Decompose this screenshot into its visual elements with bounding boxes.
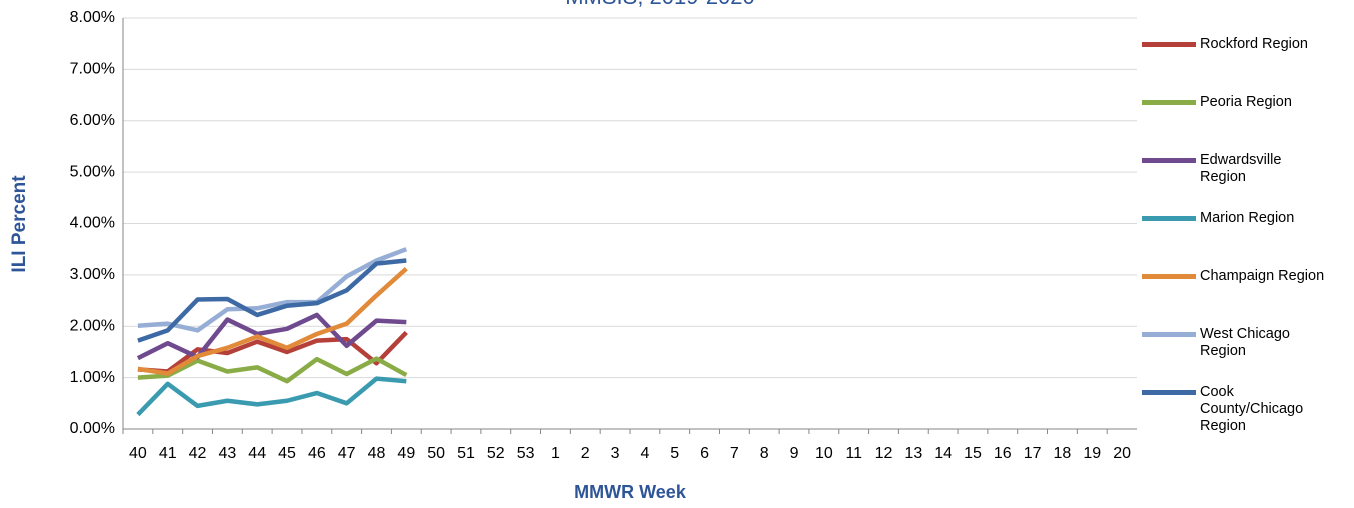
legend-swatch [1142,158,1196,163]
x-tick-label: 50 [427,445,445,462]
series-line [137,356,408,384]
legend-swatch [1142,42,1196,47]
x-tick-label: 52 [487,445,505,462]
x-tick-label: 14 [934,445,952,462]
x-tick-label: 46 [308,445,326,462]
series-line [137,247,408,333]
x-tick-label: 19 [1083,445,1101,462]
x-tick-label: 5 [670,445,679,462]
x-tick-label: 51 [457,445,475,462]
legend-swatch [1142,274,1196,279]
x-tick-label: 4 [640,445,649,462]
y-tick-label: 4.00% [70,215,115,232]
x-tick-label: 48 [368,445,386,462]
x-tick-label: 47 [338,445,356,462]
legend-label: West Chicago Region [1200,326,1290,359]
legend-label: Edwardsville Region [1200,152,1282,185]
x-tick-label: 16 [994,445,1012,462]
legend-label: Champaign Region [1200,268,1325,284]
x-tick-label: 49 [397,445,415,462]
x-tick-label: 41 [159,445,177,462]
chart-title: MMSIS, 2019-2020 [565,0,755,9]
x-tick-label: 17 [1024,445,1042,462]
series-line [136,376,407,417]
x-tick-label: 2 [581,445,590,462]
x-tick-label: 12 [875,445,893,462]
x-tick-label: 6 [700,445,709,462]
series-line [137,258,407,343]
x-tick-label: 15 [964,445,982,462]
y-tick-label: 2.00% [70,317,115,334]
series-line [137,330,408,374]
y-axis-title: ILI Percent [9,175,30,273]
x-tick-label: 20 [1113,445,1131,462]
legend-label: Peoria Region [1200,94,1292,110]
y-tick-label: 1.00% [70,369,115,386]
x-tick-label: 11 [845,445,862,462]
x-tick-label: 43 [218,445,236,462]
series-line [137,267,408,376]
series-line [136,312,407,361]
legend-swatch [1142,332,1196,337]
legend-label: Marion Region [1200,210,1295,226]
x-tick-label: 45 [278,445,296,462]
y-tick-label: 5.00% [70,163,115,180]
x-tick-label: 13 [904,445,922,462]
y-tick-label: 6.00% [70,112,115,129]
x-tick-label: 44 [248,445,266,462]
x-tick-label: 9 [790,445,799,462]
legend-label: Cook County/Chicago Region [1200,384,1304,434]
y-tick-label: 7.00% [70,61,115,78]
legend-swatch [1142,100,1196,105]
legend-swatch [1142,390,1196,395]
y-tick-label: 0.00% [70,420,115,437]
legend-label: Rockford Region [1200,36,1308,52]
y-tick-label: 3.00% [70,266,115,283]
x-tick-label: 18 [1054,445,1072,462]
x-tick-label: 53 [517,445,535,462]
x-tick-label: 7 [730,445,739,462]
x-axis-title: MMWR Week [574,482,687,502]
legend-swatch [1142,216,1196,221]
x-tick-label: 40 [129,445,147,462]
x-tick-label: 3 [611,445,620,462]
y-tick-label: 8.00% [70,9,115,26]
x-tick-label: 8 [760,445,769,462]
x-tick-label: 10 [815,445,833,462]
x-tick-label: 1 [551,445,560,462]
x-tick-label: 42 [189,445,207,462]
